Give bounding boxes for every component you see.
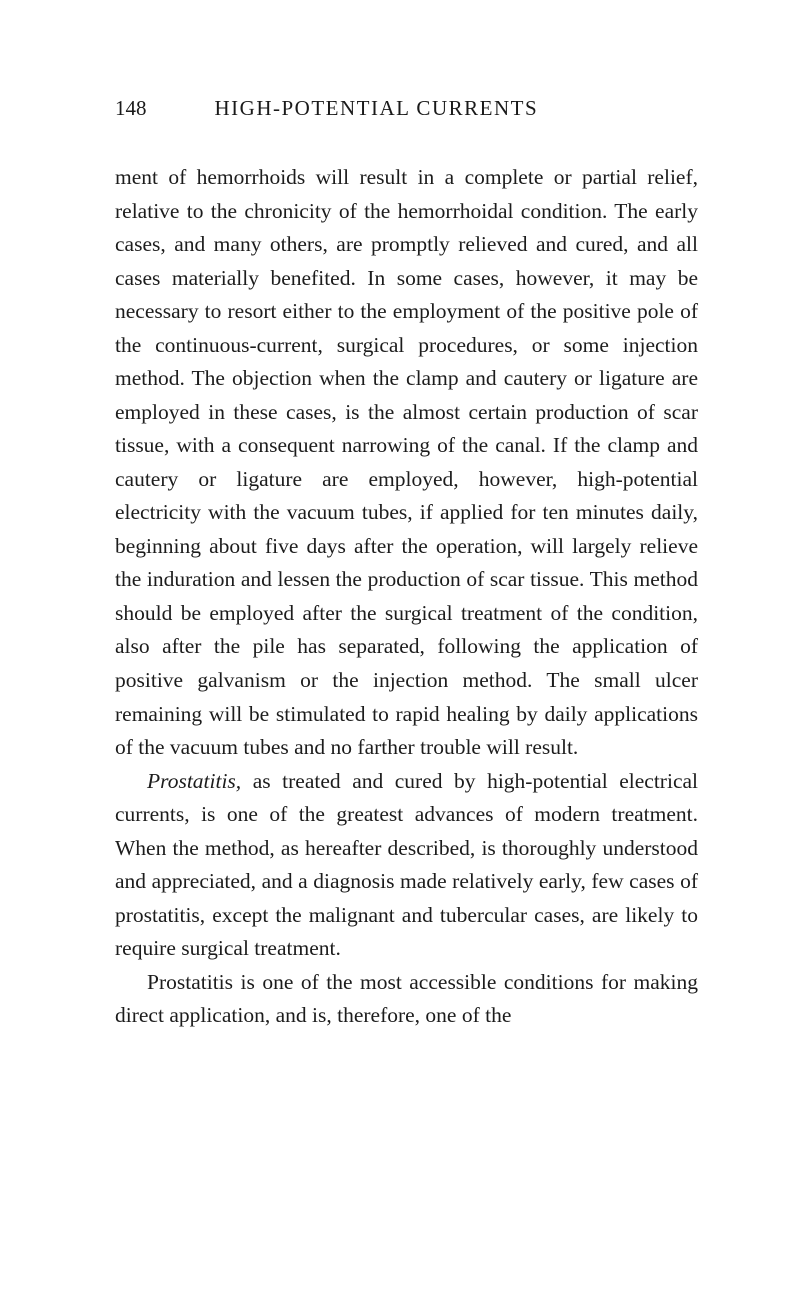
paragraph-3: Prostatitis is one of the most accessibl…	[115, 966, 698, 1033]
italic-term: Prostatitis,	[147, 769, 241, 793]
header-title: HIGH-POTENTIAL CURRENTS	[215, 96, 539, 121]
page-number: 148	[115, 96, 147, 121]
body-text: ment of hemorrhoids will result in a com…	[115, 161, 698, 1033]
paragraph-2-text: as treated and cured by high-potential e…	[115, 769, 698, 961]
page-header: 148 HIGH-POTENTIAL CURRENTS	[115, 96, 698, 121]
document-page: 148 HIGH-POTENTIAL CURRENTS ment of hemo…	[0, 0, 800, 1093]
paragraph-2: Prostatitis, as treated and cured by hig…	[115, 765, 698, 966]
paragraph-1: ment of hemorrhoids will result in a com…	[115, 161, 698, 765]
